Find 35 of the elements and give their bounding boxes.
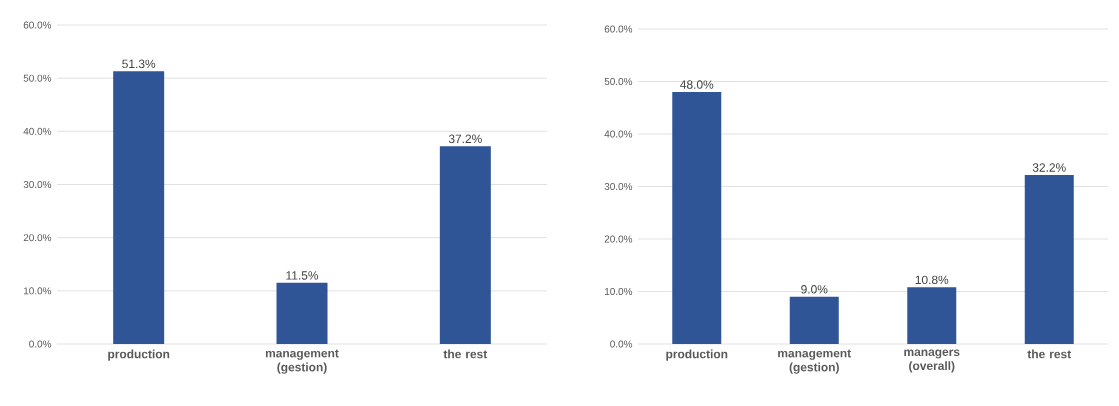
y-tick-label: 40.0% xyxy=(23,127,52,135)
x-tick-label: managers (overall) xyxy=(904,349,960,373)
data-label: 10.8% xyxy=(915,275,949,285)
y-tick-label: 40.0% xyxy=(604,130,633,138)
x-tick-label: production xyxy=(666,349,728,361)
y-tick-label: 60.0% xyxy=(23,21,52,29)
bar xyxy=(439,146,491,344)
x-tick-label: management (gestion) xyxy=(778,349,851,374)
data-label: 32.2% xyxy=(1032,163,1066,172)
bar xyxy=(113,71,165,344)
data-label: 48.0% xyxy=(680,80,714,89)
data-label: 51.3% xyxy=(122,59,156,69)
data-label: 9.0% xyxy=(801,285,828,294)
y-tick-label: 60.0% xyxy=(604,25,633,33)
bar xyxy=(789,296,839,344)
bar xyxy=(672,92,722,344)
y-tick-label: 10.0% xyxy=(605,287,633,296)
x-tick-label: production xyxy=(108,349,170,361)
y-tick-label: 50.0% xyxy=(23,74,52,82)
x-tick-label: the rest xyxy=(1027,349,1072,359)
bar xyxy=(276,282,328,344)
x-tick-label: the rest xyxy=(443,349,488,359)
y-tick-label: 0.0% xyxy=(610,340,633,348)
y-tick-label: 50.0% xyxy=(604,77,633,86)
data-label: 37.2% xyxy=(448,134,482,144)
bar xyxy=(1024,174,1074,344)
y-tick-label: 20.0% xyxy=(23,234,52,242)
y-tick-label: 0.0% xyxy=(29,340,52,348)
y-tick-label: 30.0% xyxy=(23,180,52,189)
bar xyxy=(907,287,957,344)
x-tick-label: management (gestion) xyxy=(265,349,339,374)
data-label: 11.5% xyxy=(286,271,319,280)
y-tick-label: 20.0% xyxy=(604,235,633,243)
y-tick-label: 30.0% xyxy=(604,182,633,191)
y-tick-label: 10.0% xyxy=(24,287,52,295)
